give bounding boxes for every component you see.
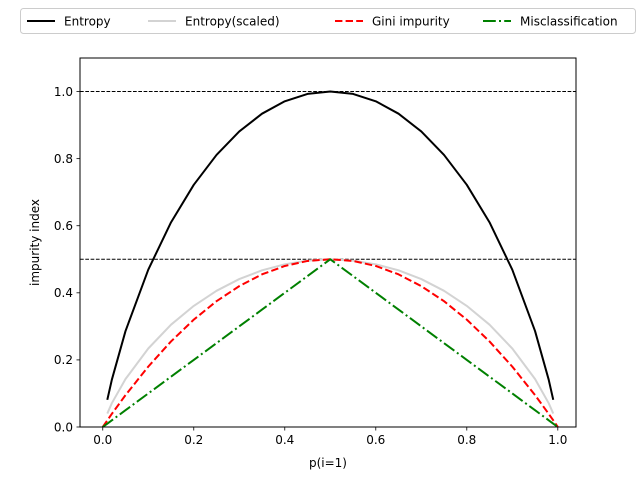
legend-box — [20, 8, 636, 34]
x-tick-label: 0.2 — [184, 433, 203, 447]
axes-frame — [79, 57, 577, 428]
x-axis-ticks: 0.0 0.2 0.4 0.6 0.8 1.0 — [93, 427, 567, 447]
legend-label: Entropy — [64, 15, 111, 29]
y-tick-label: 0.6 — [54, 219, 73, 233]
legend-label: Gini impurity — [372, 15, 450, 29]
x-tick-label: 0.0 — [93, 433, 112, 447]
x-tick-label: 0.8 — [457, 433, 476, 447]
series-line-gini-impurity — [101, 258, 559, 428]
reference-lines — [80, 91, 576, 260]
series-line-entropy — [106, 90, 555, 401]
legend-label: Misclassification — [520, 15, 618, 29]
series-line-misclassification — [102, 258, 559, 428]
y-tick-label: 0.0 — [54, 420, 73, 434]
x-tick-label: 1.0 — [548, 433, 567, 447]
y-tick-label: 0.2 — [54, 353, 73, 367]
legend-label: Entropy(scaled) — [185, 15, 280, 29]
x-tick-label: 0.6 — [366, 433, 385, 447]
y-axis-ticks: 0.0 0.2 0.4 0.6 0.8 1.0 — [54, 85, 80, 434]
y-tick-label: 0.8 — [54, 152, 73, 166]
x-tick-label: 0.4 — [275, 433, 294, 447]
x-axis-label: p(i=1) — [309, 456, 347, 470]
y-axis-label: impurity index — [28, 199, 42, 286]
series-lines — [101, 90, 559, 428]
y-tick-label: 0.4 — [54, 286, 73, 300]
legend: Entropy Entropy(scaled) Gini impurity Miscl… — [20, 8, 636, 34]
y-tick-label: 1.0 — [54, 85, 73, 99]
